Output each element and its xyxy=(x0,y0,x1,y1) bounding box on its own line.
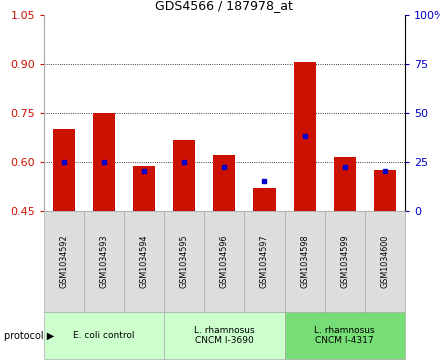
Text: GSM1034592: GSM1034592 xyxy=(59,234,69,288)
Bar xyxy=(173,140,195,211)
Title: GDS4566 / 187978_at: GDS4566 / 187978_at xyxy=(155,0,293,12)
Text: L. rhamnosus
CNCM I-3690: L. rhamnosus CNCM I-3690 xyxy=(194,326,255,346)
Text: GSM1034596: GSM1034596 xyxy=(220,234,229,288)
Text: protocol ▶: protocol ▶ xyxy=(4,331,55,341)
Text: L. rhamnosus
CNCM I-4317: L. rhamnosus CNCM I-4317 xyxy=(314,326,375,346)
Bar xyxy=(133,166,155,211)
Bar xyxy=(53,129,75,211)
Bar xyxy=(334,157,356,211)
Text: GSM1034597: GSM1034597 xyxy=(260,234,269,288)
Bar xyxy=(253,188,275,211)
Text: E. coli control: E. coli control xyxy=(73,331,135,340)
Bar xyxy=(293,62,315,211)
Text: GSM1034595: GSM1034595 xyxy=(180,234,189,288)
Bar xyxy=(374,170,396,211)
Text: GSM1034593: GSM1034593 xyxy=(99,234,109,288)
Bar xyxy=(93,113,115,211)
Text: GSM1034598: GSM1034598 xyxy=(300,234,309,288)
Bar xyxy=(213,155,235,211)
Text: GSM1034600: GSM1034600 xyxy=(380,235,389,288)
Text: GSM1034594: GSM1034594 xyxy=(140,234,149,288)
Text: GSM1034599: GSM1034599 xyxy=(340,234,349,288)
